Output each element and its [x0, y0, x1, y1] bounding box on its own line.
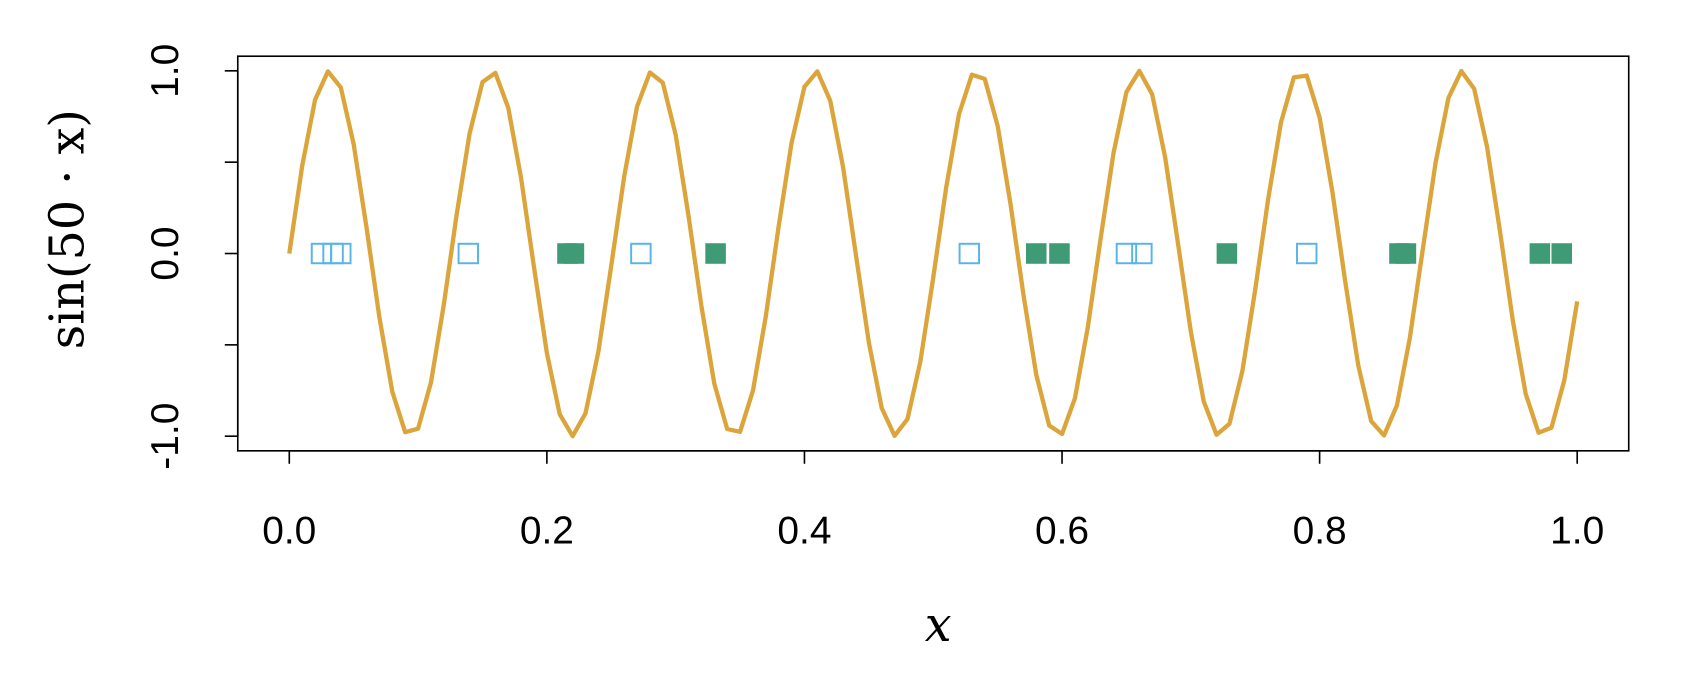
- filled-square-marker: [705, 243, 726, 264]
- open-square-marker: [310, 242, 333, 265]
- open-square-marker: [1296, 242, 1318, 265]
- x-tick-label: 0.6: [1035, 509, 1089, 552]
- filled-square-marker: [563, 243, 585, 264]
- x-tick-label: 1.0: [1550, 509, 1604, 552]
- filled-square-marker: [1529, 243, 1551, 264]
- open-square-marker: [1115, 242, 1138, 265]
- filled-square-marker: [1049, 243, 1070, 264]
- filled-square-marker: [1551, 243, 1573, 264]
- filled-square-marker: [1216, 243, 1238, 264]
- y-axis-label: sin(50 · x): [40, 109, 95, 349]
- open-square-marker: [1131, 242, 1153, 265]
- filled-square-marker: [1026, 243, 1047, 264]
- open-square-marker: [330, 242, 352, 265]
- x-tick-label: 0.0: [262, 509, 316, 552]
- open-square-marker: [958, 242, 981, 265]
- y-tick-label: 0.0: [144, 226, 187, 280]
- filled-square-marker: [1395, 243, 1417, 264]
- open-square-marker: [457, 242, 480, 265]
- sine-curve: [287, 68, 1580, 439]
- y-tick-label: 1.0: [144, 44, 187, 98]
- y-tick-label: -1.0: [144, 403, 187, 470]
- x-tick-label: 0.8: [1293, 509, 1347, 552]
- x-axis-label: x: [925, 598, 952, 653]
- open-square-marker: [630, 242, 652, 265]
- open-square-marker: [322, 242, 344, 265]
- x-tick-label: 0.2: [520, 509, 574, 552]
- x-tick-label: 0.4: [777, 509, 831, 552]
